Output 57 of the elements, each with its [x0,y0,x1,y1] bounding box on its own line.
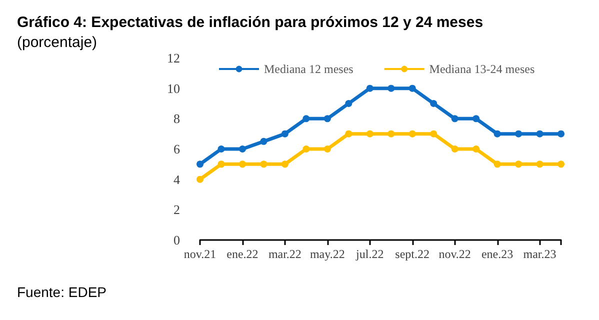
chart-title: Gráfico 4: Expectativas de inflación para próximos 12 y 24 meses [17,14,484,31]
point [302,146,310,152]
point [558,160,564,168]
x-tick-label: sept.22 [395,247,430,261]
point [408,84,416,92]
y-tick-label: 12 [167,50,180,66]
point [238,160,246,168]
point [494,130,501,138]
y-tick-label: 6 [174,142,180,156]
point [430,130,438,138]
point [260,160,268,168]
point [218,146,225,152]
point [324,146,331,152]
x-tick-label: jul.22 [355,247,384,261]
point [345,100,352,107]
point [430,100,438,107]
x-tick-label: mar.23 [523,247,556,261]
source-note: Fuente: EDEP [17,284,106,300]
point [494,160,501,168]
y-tick-label: 4 [174,172,180,187]
point [281,130,288,138]
y-tick-label: 0 [174,232,180,248]
y-tick-label: 8 [174,111,180,126]
point [472,115,480,122]
y-tick-label: 10 [167,80,180,96]
point [324,115,331,122]
point [388,130,395,138]
point [472,146,480,152]
point [366,130,374,138]
point [366,84,374,92]
point [260,138,268,145]
legend-label: Mediana 13-24 meses [429,62,535,76]
point [388,84,395,92]
x-tick-label: may.22 [310,247,345,261]
point [536,160,544,168]
point [218,160,225,168]
point [408,130,416,138]
point [196,160,204,168]
point [238,146,246,152]
x-tick-label: ene.23 [481,247,514,261]
point [345,130,352,138]
x-tick-label: nov.21 [184,247,216,261]
point [558,130,564,138]
text: (porcentaje) [17,34,98,51]
point [451,146,458,152]
x-tick-label: nov.22 [438,247,471,261]
point [515,160,522,168]
point [281,160,288,168]
y-tick-label: 2 [174,202,180,218]
point [536,130,544,138]
point [196,176,204,183]
point [515,130,522,138]
point [451,115,458,122]
x-tick-label: ene.22 [226,247,258,261]
point [302,115,310,122]
x-tick-label: mar.22 [268,247,302,261]
legend-label: Mediana 12 meses [264,62,354,76]
